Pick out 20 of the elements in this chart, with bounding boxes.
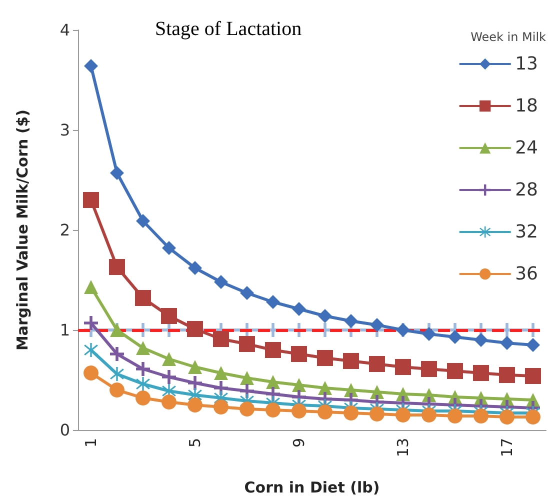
legend-label: 28: [515, 180, 538, 200]
y-tick-label: 3: [60, 120, 70, 140]
legend-label: 24: [515, 138, 538, 158]
chart-title: Stage of Lactation: [155, 18, 302, 40]
x-tick-label: 1: [82, 438, 100, 448]
legend-label: 13: [515, 54, 538, 74]
x-tick-label: 17: [498, 438, 516, 458]
y-tick-label: 0: [60, 420, 70, 440]
x-axis-title: Corn in Diet (lb): [244, 478, 380, 496]
y-tick-label: 1: [60, 320, 70, 340]
y-axis-title: Marginal Value Milk/Corn ($): [14, 109, 32, 351]
y-tick-label: 4: [60, 20, 70, 40]
legend-title: Week in Milk: [470, 30, 546, 44]
y-tick-label: 2: [60, 220, 70, 240]
legend-label: 18: [515, 96, 538, 116]
x-tick-label: 13: [394, 438, 412, 458]
x-tick-label: 9: [290, 438, 308, 448]
legend-label: 36: [515, 264, 538, 284]
legend-label: 32: [515, 222, 538, 242]
x-tick-label: 5: [186, 438, 204, 448]
